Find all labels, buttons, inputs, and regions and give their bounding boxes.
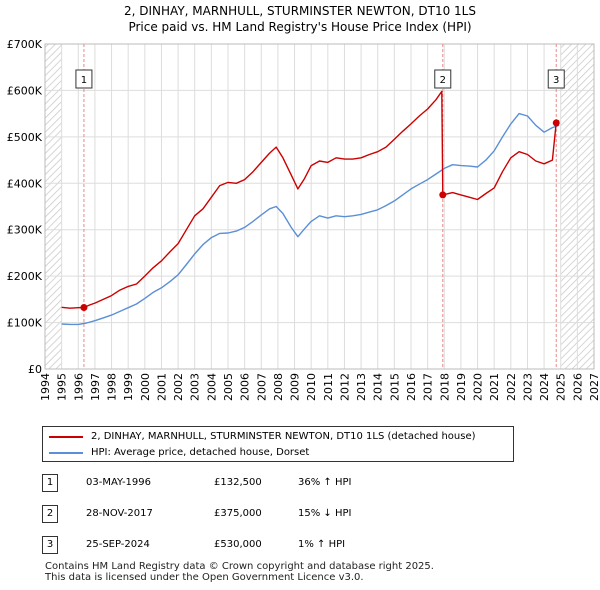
y-tick-label: £0 [28, 363, 42, 376]
footer-copyright: Contains HM Land Registry data © Crown c… [45, 561, 434, 572]
x-tick-label: 2025 [555, 373, 568, 401]
transaction-price: £530,000 [214, 539, 262, 550]
legend-swatch-property [49, 436, 83, 438]
sale-number-label: 2 [440, 75, 446, 86]
x-tick-label: 2016 [405, 373, 418, 401]
sale-point [552, 119, 560, 127]
transaction-number: 3 [42, 536, 58, 554]
x-tick-label: 2015 [388, 373, 401, 401]
transaction-hpi: 36% ↑ HPI [298, 477, 352, 488]
x-tick-label: 2004 [205, 373, 218, 401]
x-tick-label: 2003 [189, 373, 202, 401]
plot-frame [44, 43, 595, 370]
hpi-line [61, 112, 560, 326]
property-price-line [61, 90, 560, 309]
chart-subtitle: Price paid vs. HM Land Registry's House … [128, 20, 472, 34]
transaction-hpi: 15% ↓ HPI [298, 508, 352, 519]
x-tick-label: 1995 [56, 373, 69, 401]
x-tick-label: 2020 [472, 373, 485, 401]
x-tick-label: 1999 [122, 373, 135, 401]
x-tick-label: 2018 [438, 373, 451, 401]
x-tick-label: 2026 [571, 373, 584, 401]
x-tick-label: 2001 [155, 373, 168, 401]
sale-number-box [75, 69, 93, 89]
transaction-price: £375,000 [214, 508, 262, 519]
y-tick-label: £200K [7, 270, 43, 283]
x-tick-label: 2009 [289, 373, 302, 401]
legend-swatch-hpi [49, 452, 83, 454]
sale-number-box [547, 69, 565, 89]
x-tick-label: 2005 [222, 373, 235, 401]
y-tick-label: £700K [7, 38, 43, 51]
x-tick-label: 2006 [239, 373, 252, 401]
hatched-region-before [45, 44, 62, 369]
legend: 2, DINHAY, MARNHULL, STURMINSTER NEWTON,… [42, 426, 514, 462]
y-tick-label: £500K [7, 131, 43, 144]
y-tick-label: £600K [7, 84, 43, 97]
x-tick-label: 2021 [488, 373, 501, 401]
transaction-date: 28-NOV-2017 [86, 508, 153, 519]
x-tick-label: 2024 [538, 373, 551, 401]
x-tick-label: 1998 [106, 373, 119, 401]
x-tick-label: 2012 [338, 373, 351, 401]
x-tick-label: 2022 [505, 373, 518, 401]
x-tick-label: 2002 [172, 373, 185, 401]
footer-license: This data is licensed under the Open Gov… [45, 572, 364, 583]
sale-number-label: 1 [81, 75, 87, 86]
y-tick-label: £300K [7, 224, 43, 237]
legend-label-property: 2, DINHAY, MARNHULL, STURMINSTER NEWTON,… [91, 431, 476, 442]
x-tick-label: 2023 [521, 373, 534, 401]
x-tick-label: 2008 [272, 373, 285, 401]
price-chart: £0 £100K £200K £300K £400K £500K £600K £700K 199… [7, 38, 600, 401]
x-tick-label: 2000 [139, 373, 152, 401]
x-tick-label: 2011 [322, 373, 335, 401]
transaction-number: 2 [42, 505, 58, 523]
x-tick-label: 2014 [372, 373, 385, 401]
x-tick-label: 1997 [89, 373, 102, 401]
sale-number-box [434, 69, 452, 89]
transaction-price: £132,500 [214, 477, 262, 488]
sale-number-label: 3 [553, 75, 559, 86]
x-tick-label: 2013 [355, 373, 368, 401]
transaction-date: 03-MAY-1996 [86, 477, 152, 488]
chart-title: 2, DINHAY, MARNHULL, STURMINSTER NEWTON,… [124, 4, 476, 18]
legend-label-hpi: HPI: Average price, detached house, Dors… [91, 447, 310, 458]
x-tick-label: 2007 [255, 373, 268, 401]
x-tick-label: 2017 [422, 373, 435, 401]
x-tick-label: 1994 [39, 373, 52, 401]
sale-point [80, 303, 88, 311]
y-tick-label: £100K [7, 317, 43, 330]
transaction-date: 25-SEP-2024 [86, 539, 150, 550]
transaction-hpi: 1% ↑ HPI [298, 539, 346, 550]
x-tick-label: 2027 [588, 373, 600, 401]
sale-point [439, 191, 447, 199]
x-tick-label: 2019 [455, 373, 468, 401]
x-tick-label: 1996 [72, 373, 85, 401]
x-tick-label: 2010 [305, 373, 318, 401]
transaction-number: 1 [42, 474, 58, 492]
y-tick-label: £400K [7, 177, 43, 190]
